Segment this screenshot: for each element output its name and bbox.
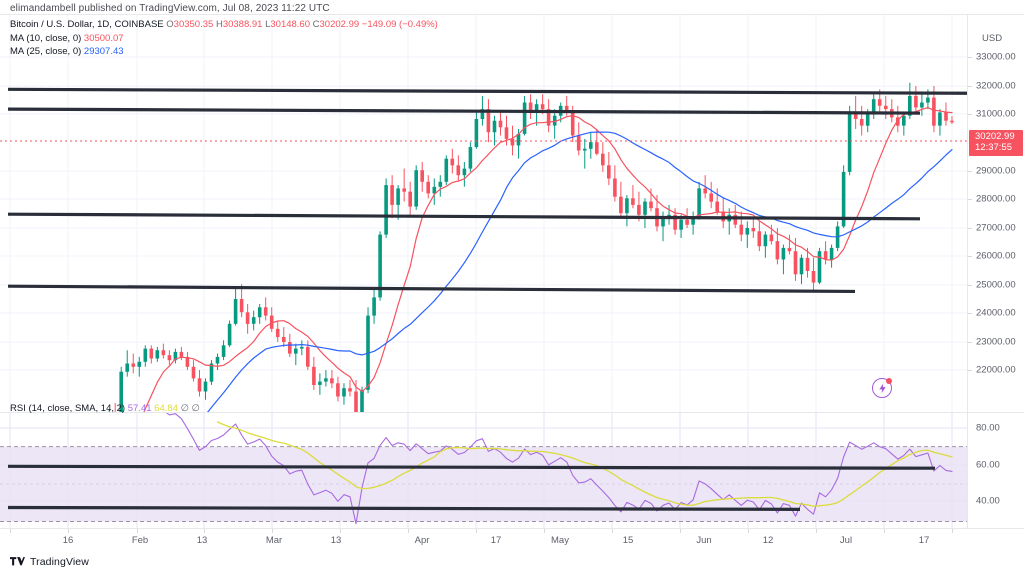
time-tick-mark	[340, 529, 341, 533]
hidden-eye-icon[interactable]: ∅	[180, 403, 189, 414]
price-tick-mark	[968, 199, 972, 200]
price-tick-mark	[968, 370, 972, 371]
price-axis[interactable]: USD 33000.00 32000.00 31000.00 29000.00 2800…	[967, 15, 1024, 412]
time-label-Jun: Jun	[696, 535, 712, 546]
price-tick-33000.00: 33000.00	[976, 51, 1016, 63]
time-tick-mark	[10, 529, 11, 533]
time-label-17: 17	[490, 535, 502, 546]
price-tick-24000.00: 24000.00	[976, 307, 1016, 319]
price-tick-23000.00: 23000.00	[976, 336, 1016, 348]
rsi-value: 57.41	[127, 403, 152, 414]
time-tick-mark	[884, 529, 885, 533]
time-label-May: May	[551, 535, 569, 546]
close-value: 30202.99	[319, 19, 360, 30]
price-chart-svg	[0, 15, 968, 412]
time-label-12: 12	[762, 535, 774, 546]
low-key: L	[265, 19, 271, 30]
bolt-glyph	[878, 383, 886, 393]
price-axis-unit: USD	[982, 33, 1003, 44]
time-tick-mark	[272, 529, 273, 533]
price-tick-27000.00: 27000.00	[976, 222, 1016, 234]
time-tick-mark	[476, 529, 477, 533]
time-label-15: 15	[622, 535, 634, 546]
high-value: 30388.91	[222, 19, 263, 30]
current-price-time: 12:37:55	[975, 141, 1012, 153]
rsi-chart-svg	[0, 413, 968, 528]
price-tick-28000.00: 28000.00	[976, 193, 1016, 205]
price-plot-area[interactable]	[0, 15, 968, 412]
time-label-Jul: Jul	[839, 535, 853, 546]
current-price-tag[interactable]: 30202.99 12:37:55	[969, 130, 1023, 156]
alert-dot-icon	[886, 378, 892, 384]
time-tick-mark	[680, 529, 681, 533]
time-label-17: 17	[918, 535, 930, 546]
ma25-legend[interactable]: MA (25, close, 0) 29307.43	[10, 46, 124, 58]
rsi-legend[interactable]: RSI (14, close, SMA, 14, 2) 57.41 64.84 …	[10, 403, 200, 415]
time-tick-mark	[137, 529, 138, 533]
tradingview-logo-icon	[10, 556, 25, 565]
attribution-text: elimandambell published on TradingView.c…	[10, 3, 330, 14]
rsi-axis[interactable]: 80.00 60.00 40.00	[967, 413, 1024, 528]
current-price-value: 30202.99	[975, 131, 1015, 142]
price-tick-22000.00: 22000.00	[976, 364, 1016, 376]
rsi-title: RSI (14, close, SMA, 14, 2)	[10, 403, 126, 414]
price-tick-25000.00: 25000.00	[976, 279, 1016, 291]
price-tick-mark	[968, 256, 972, 257]
time-label-13: 13	[330, 535, 342, 546]
price-tick-31000.00: 31000.00	[976, 108, 1016, 120]
price-tick-mark	[968, 171, 972, 172]
price-tick-mark	[968, 342, 972, 343]
symbol-label[interactable]: Bitcoin / U.S. Dollar, 1D, COINBASE	[10, 19, 164, 30]
ma10-label: MA (10, close, 0)	[10, 33, 82, 44]
price-tick-32000.00: 32000.00	[976, 80, 1016, 92]
price-legend-ohlc: Bitcoin / U.S. Dollar, 1D, COINBASE O303…	[10, 19, 438, 31]
time-label-Apr: Apr	[414, 535, 430, 546]
time-label-Feb: Feb	[131, 535, 149, 546]
time-tick-mark	[816, 529, 817, 533]
ma10-legend[interactable]: MA (10, close, 0) 30500.07	[10, 33, 124, 45]
time-label-Mar: Mar	[265, 535, 283, 546]
time-tick-mark	[952, 529, 953, 533]
rsi-sma-value: 64.84	[154, 403, 178, 414]
rsi-plot-area[interactable]	[0, 413, 968, 528]
time-label-13: 13	[196, 535, 208, 546]
price-tick-mark	[968, 114, 972, 115]
price-tick-mark	[968, 86, 972, 87]
open-value: 30350.35	[173, 19, 214, 30]
rsi-tick-40.00: 40.00	[976, 495, 1000, 507]
time-axis[interactable]: 16 Feb 13 Mar 13 Apr 17 May 15 Jun 12 Jul 17	[0, 528, 1024, 554]
price-tick-mark	[968, 285, 972, 286]
change-value: −149.09 (−0.49%)	[361, 19, 438, 30]
ma10-value: 30500.07	[83, 33, 124, 44]
time-tick-mark	[408, 529, 409, 533]
price-pane: USD 33000.00 32000.00 31000.00 29000.00 2800…	[0, 14, 1024, 412]
rsi-pane: 80.00 60.00 40.00	[0, 412, 1024, 528]
tradingview-brand-text: TradingView	[30, 556, 89, 568]
close-key: C	[312, 19, 320, 30]
time-tick-mark	[204, 529, 205, 533]
time-tick-mark	[544, 529, 545, 533]
price-tick-mark	[968, 228, 972, 229]
price-tick-mark	[968, 57, 972, 58]
low-value: 30148.60	[270, 19, 310, 30]
footer: TradingView	[0, 552, 1024, 572]
rsi-tick-80.00: 80.00	[976, 422, 1000, 434]
price-tick-29000.00: 29000.00	[976, 165, 1016, 177]
rsi-tick-60.00: 60.00	[976, 459, 1000, 471]
ma25-value: 29307.43	[83, 46, 124, 57]
price-tick-26000.00: 26000.00	[976, 250, 1016, 262]
time-tick-mark	[748, 529, 749, 533]
tradingview-logo[interactable]: TradingView	[10, 556, 89, 568]
time-label-16: 16	[62, 535, 74, 546]
hidden-eye-icon-2[interactable]: ∅	[191, 403, 200, 414]
price-tick-mark	[968, 313, 972, 314]
time-tick-mark	[68, 529, 69, 533]
ma25-label: MA (25, close, 0)	[10, 46, 82, 57]
lightning-bolt-icon[interactable]	[872, 378, 892, 398]
time-tick-mark	[612, 529, 613, 533]
open-key: O	[166, 19, 174, 30]
high-key: H	[215, 19, 223, 30]
